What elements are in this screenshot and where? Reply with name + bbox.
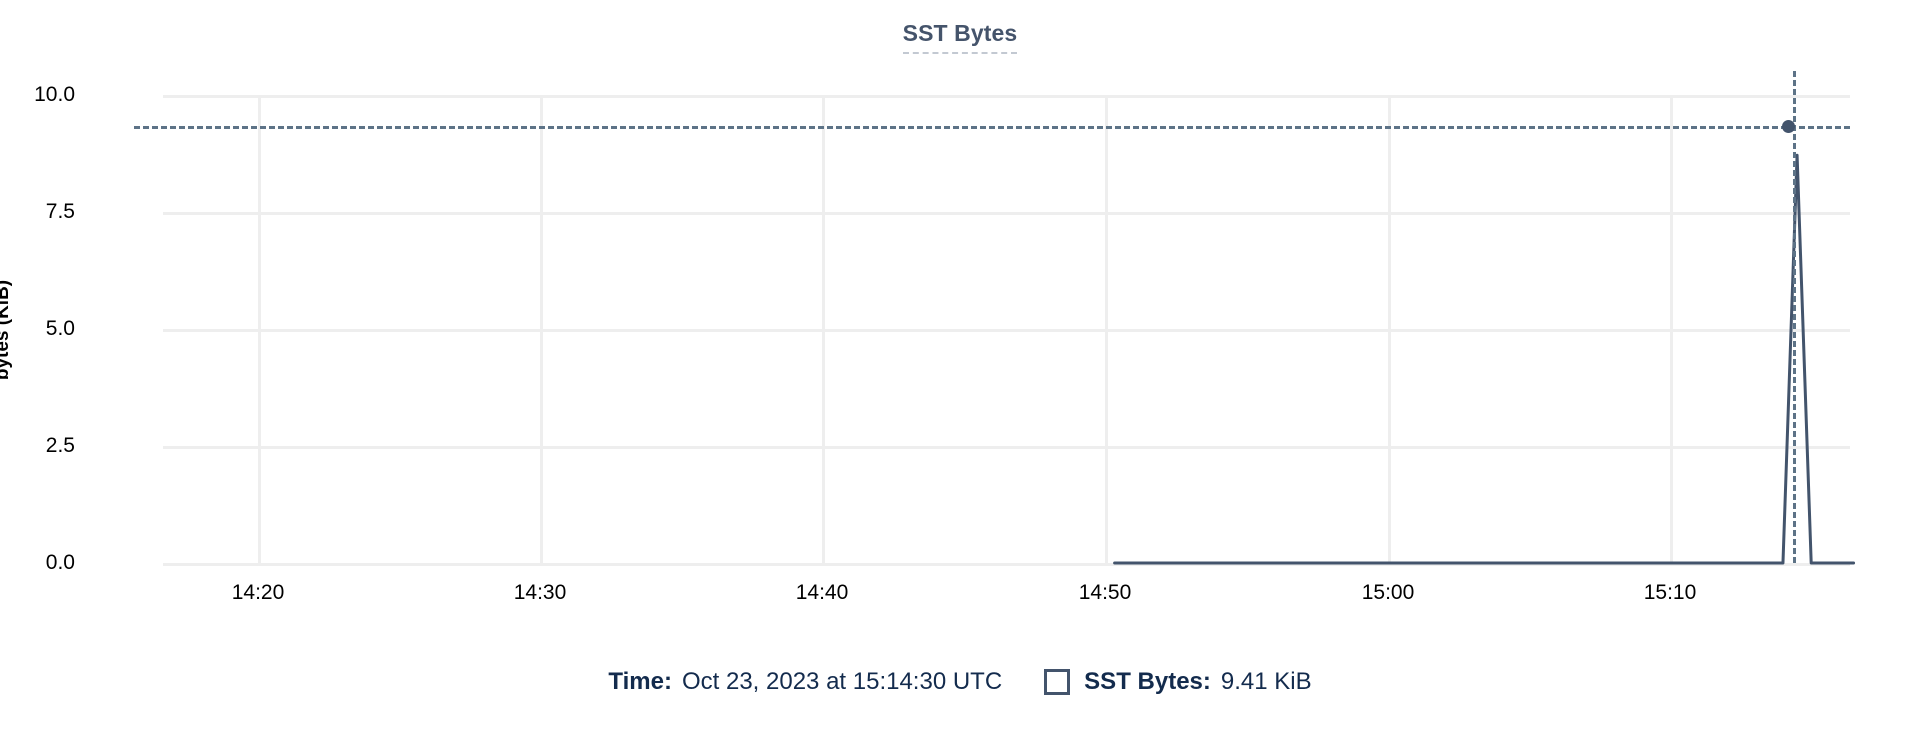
- series-readout[interactable]: SST Bytes: 9.41 KiB: [1044, 668, 1312, 696]
- y-tick-label: 5.0: [45, 317, 75, 340]
- gridline-vertical: [822, 95, 825, 563]
- time-value: Oct 23, 2023 at 15:14:30 UTC: [681, 668, 1003, 695]
- gridline-horizontal: [163, 563, 1850, 566]
- time-readout: Time: Oct 23, 2023 at 15:14:30 UTC: [608, 668, 1002, 696]
- gridline-horizontal: [163, 212, 1850, 215]
- x-tick-label: 14:20: [231, 581, 285, 604]
- x-tick-label: 14:40: [795, 581, 849, 604]
- hover-point-marker[interactable]: [1782, 120, 1795, 133]
- crosshair-vertical-line: [1793, 71, 1796, 563]
- gridline-vertical: [1388, 95, 1391, 563]
- y-tick-label: 7.5: [45, 200, 75, 223]
- gridline-horizontal: [163, 329, 1850, 332]
- gridline-horizontal: [163, 446, 1850, 449]
- x-tick-label: 14:50: [1078, 581, 1132, 604]
- chart-footer-readout: Time: Oct 23, 2023 at 15:14:30 UTC SST B…: [0, 668, 1920, 696]
- y-tick-label: 10.0: [34, 83, 75, 106]
- y-tick-label: 0.0: [45, 551, 75, 574]
- gridline-vertical: [1105, 95, 1108, 563]
- y-tick-label: 2.5: [45, 434, 75, 457]
- gridline-vertical: [258, 95, 261, 563]
- x-tick-label: 15:00: [1361, 581, 1415, 604]
- series-polyline: [1113, 153, 1856, 565]
- chart-title: SST Bytes: [0, 20, 1920, 54]
- series-label: SST Bytes:: [1084, 668, 1211, 695]
- gridline-horizontal: [163, 95, 1850, 98]
- legend-square-icon[interactable]: [1044, 669, 1071, 695]
- crosshair-horizontal-line: [134, 126, 1850, 129]
- plot-area[interactable]: 10.0 7.5 5.0 2.5 0.0 14:20 14:30 14:40 1…: [34, 71, 1856, 604]
- chart-title-text: SST Bytes: [902, 20, 1018, 54]
- gridline-vertical: [540, 95, 543, 563]
- x-tick-label: 15:10: [1643, 581, 1697, 604]
- gridline-vertical: [1670, 95, 1673, 563]
- series-line-sst-bytes: [1113, 153, 1856, 565]
- x-tick-label: 14:30: [513, 581, 567, 604]
- series-value: 9.41 KiB: [1220, 668, 1312, 695]
- time-label: Time:: [608, 668, 672, 695]
